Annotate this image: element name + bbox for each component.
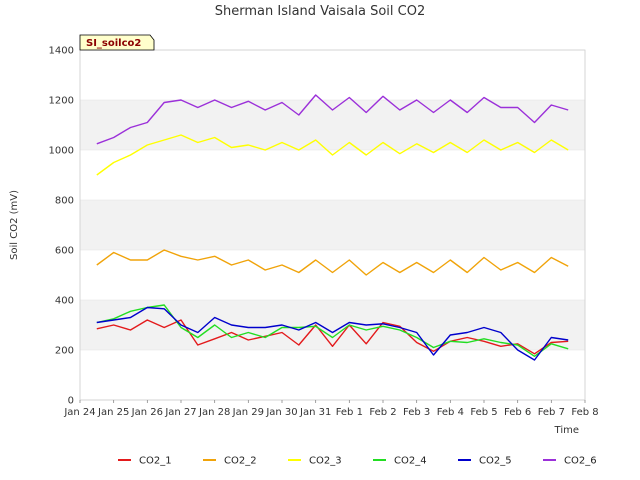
x-axis-label: Time: [554, 425, 579, 436]
x-tick-label: Feb 1: [336, 407, 363, 418]
x-tick-label: Jan 26: [131, 407, 163, 418]
legend-label: CO2_4: [394, 456, 427, 467]
y-tick-label: 200: [55, 346, 74, 357]
x-tick-label: Feb 5: [470, 407, 497, 418]
series-line-co2-2: [96, 249, 569, 276]
series-line-co2-6: [96, 94, 569, 145]
x-tick-label: Jan 27: [164, 407, 196, 418]
y-tick-label: 1200: [49, 96, 74, 107]
y-tick-label: 0: [68, 396, 74, 407]
grid-band: [80, 100, 585, 150]
legend-label: CO2_1: [139, 456, 172, 467]
x-tick-label: Jan 25: [97, 407, 129, 418]
x-tick-label: Jan 29: [232, 407, 264, 418]
x-axis: Jan 24 Jan 25 Jan 26 Jan 27 Jan 28 Jan 29 Jan …: [63, 400, 599, 418]
x-tick-label: Feb 8: [571, 407, 598, 418]
x-tick-label: Feb 6: [504, 407, 531, 418]
plot-frame: [79, 49, 586, 401]
legend-label: CO2_5: [479, 456, 512, 467]
legend-item-co2-3: CO2_3: [288, 456, 342, 467]
dataset-badge: SI_soilco2: [79, 34, 155, 51]
x-tick-label: Jan 31: [299, 407, 331, 418]
y-tick-label: 1400: [49, 46, 74, 57]
series-line-co2-1: [96, 319, 569, 355]
x-tick-label: Feb 2: [369, 407, 396, 418]
y-tick-label: 400: [55, 296, 74, 307]
y-tick-label: 800: [55, 196, 74, 207]
legend-label: CO2_6: [564, 456, 597, 467]
x-tick-label: Feb 4: [437, 407, 464, 418]
legend-item-co2-5: CO2_5: [458, 456, 512, 467]
legend-label: CO2_3: [309, 456, 342, 467]
legend-item-co2-6: CO2_6: [543, 456, 597, 467]
legend-item-co2-2: CO2_2: [203, 456, 257, 467]
chart-title: Sherman Island Vaisala Soil CO2: [215, 4, 425, 19]
grid-band: [80, 200, 585, 250]
x-tick-label: Jan 24: [63, 407, 95, 418]
legend: CO2_1 CO2_2 CO2_3 CO2_4 CO2_5 CO2_6: [118, 456, 597, 467]
series-lines: [96, 94, 569, 361]
legend-item-co2-4: CO2_4: [373, 456, 427, 467]
y-axis-label: Soil CO2 (mV): [9, 190, 20, 260]
y-axis: 0 200 400 600 800 1000 1200 1400: [49, 46, 74, 407]
y-tick-label: 600: [55, 246, 74, 257]
x-tick-label: Feb 7: [538, 407, 565, 418]
x-tick-label: Jan 30: [265, 407, 297, 418]
x-tick-label: Jan 28: [198, 407, 230, 418]
legend-item-co2-1: CO2_1: [118, 456, 172, 467]
grid-bands: [80, 49, 585, 401]
y-tick-label: 1000: [49, 146, 74, 157]
badge-label: SI_soilco2: [86, 38, 141, 49]
series-line-co2-3: [96, 134, 569, 176]
legend-label: CO2_2: [224, 456, 257, 467]
x-tick-label: Feb 3: [403, 407, 430, 418]
series-line-co2-5: [96, 306, 569, 361]
badge-shape: [79, 34, 155, 51]
